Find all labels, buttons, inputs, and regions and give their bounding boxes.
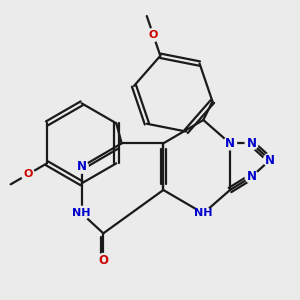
Text: N: N <box>77 160 87 173</box>
Circle shape <box>196 206 210 220</box>
Circle shape <box>224 137 236 150</box>
Text: O: O <box>148 30 158 40</box>
Text: N: N <box>247 170 257 183</box>
Circle shape <box>147 28 160 41</box>
Circle shape <box>97 254 110 266</box>
Text: N: N <box>225 137 235 150</box>
Circle shape <box>75 160 88 173</box>
Text: O: O <box>98 254 108 266</box>
Circle shape <box>245 137 258 150</box>
Text: O: O <box>23 169 33 179</box>
Text: NH: NH <box>72 208 91 218</box>
Circle shape <box>22 168 34 181</box>
Circle shape <box>245 170 258 183</box>
Text: N: N <box>247 137 257 150</box>
Text: N: N <box>265 154 275 166</box>
Circle shape <box>75 206 89 220</box>
Circle shape <box>263 154 277 166</box>
Text: NH: NH <box>194 208 213 218</box>
